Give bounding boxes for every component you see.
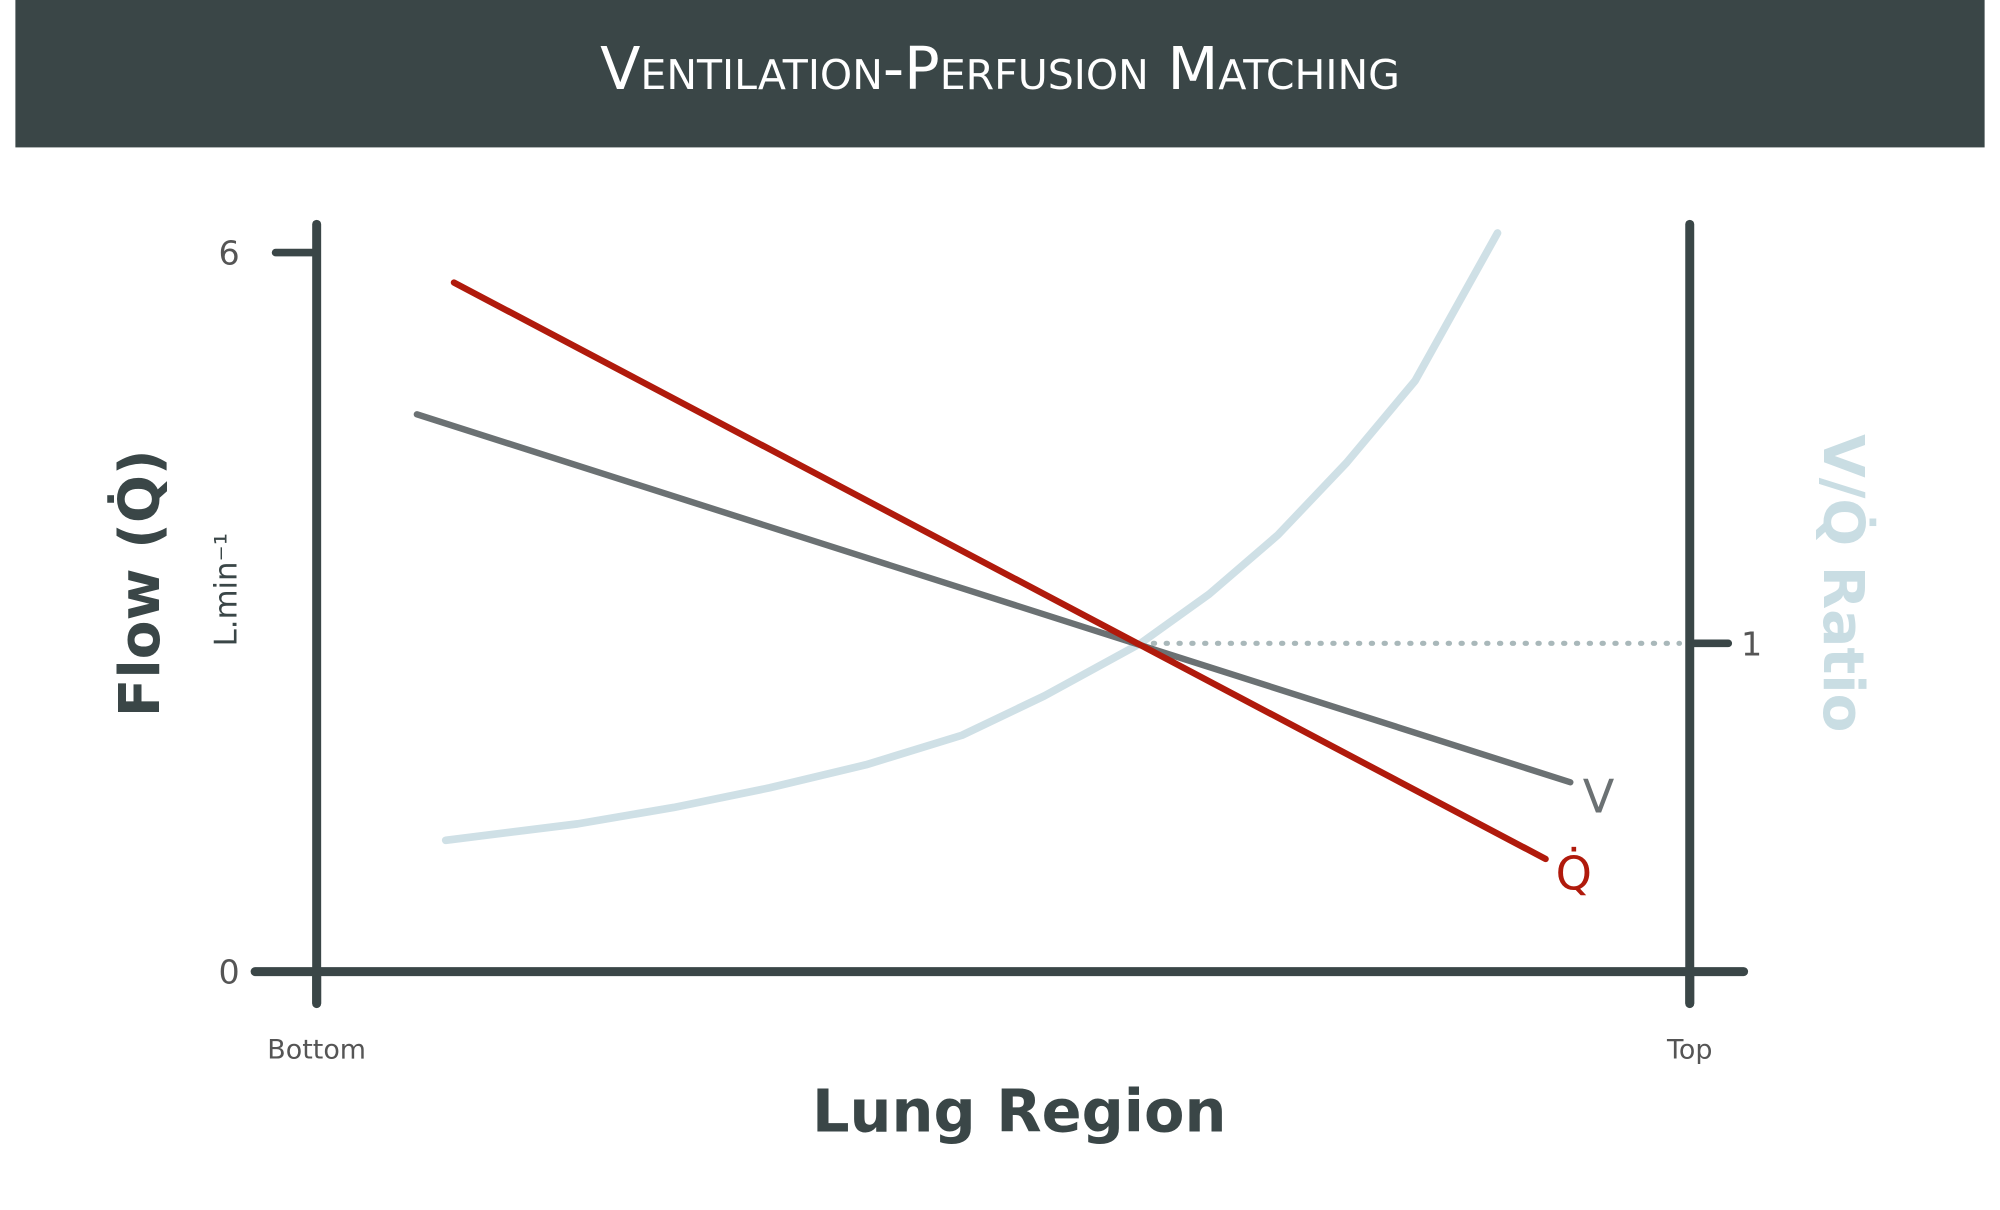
y-tick-label: 6	[219, 234, 240, 273]
chart-title: Ventilation-Perfusion Matching	[600, 34, 1400, 103]
y-axis-label: Flow (Q̇)	[106, 449, 173, 717]
x-tick-label: Bottom	[267, 1035, 366, 1066]
x-axis-label: Lung Region	[812, 1076, 1227, 1145]
series-label: Q̇	[1556, 846, 1592, 900]
series-label: V	[1583, 770, 1615, 824]
y-axis-unit: L.min⁻¹	[209, 533, 245, 646]
y-tick-label: 0	[219, 953, 240, 992]
y2-axis-label: V/Q̇ Ratio	[1810, 434, 1877, 732]
y2-tick-label: 1	[1741, 624, 1762, 663]
x-tick-label: Top	[1666, 1035, 1712, 1066]
series-line	[441, 229, 1502, 845]
series-line	[450, 279, 1549, 863]
header-bar	[15, 0, 1985, 148]
series-line	[413, 411, 1574, 786]
axes	[250, 219, 1749, 1009]
